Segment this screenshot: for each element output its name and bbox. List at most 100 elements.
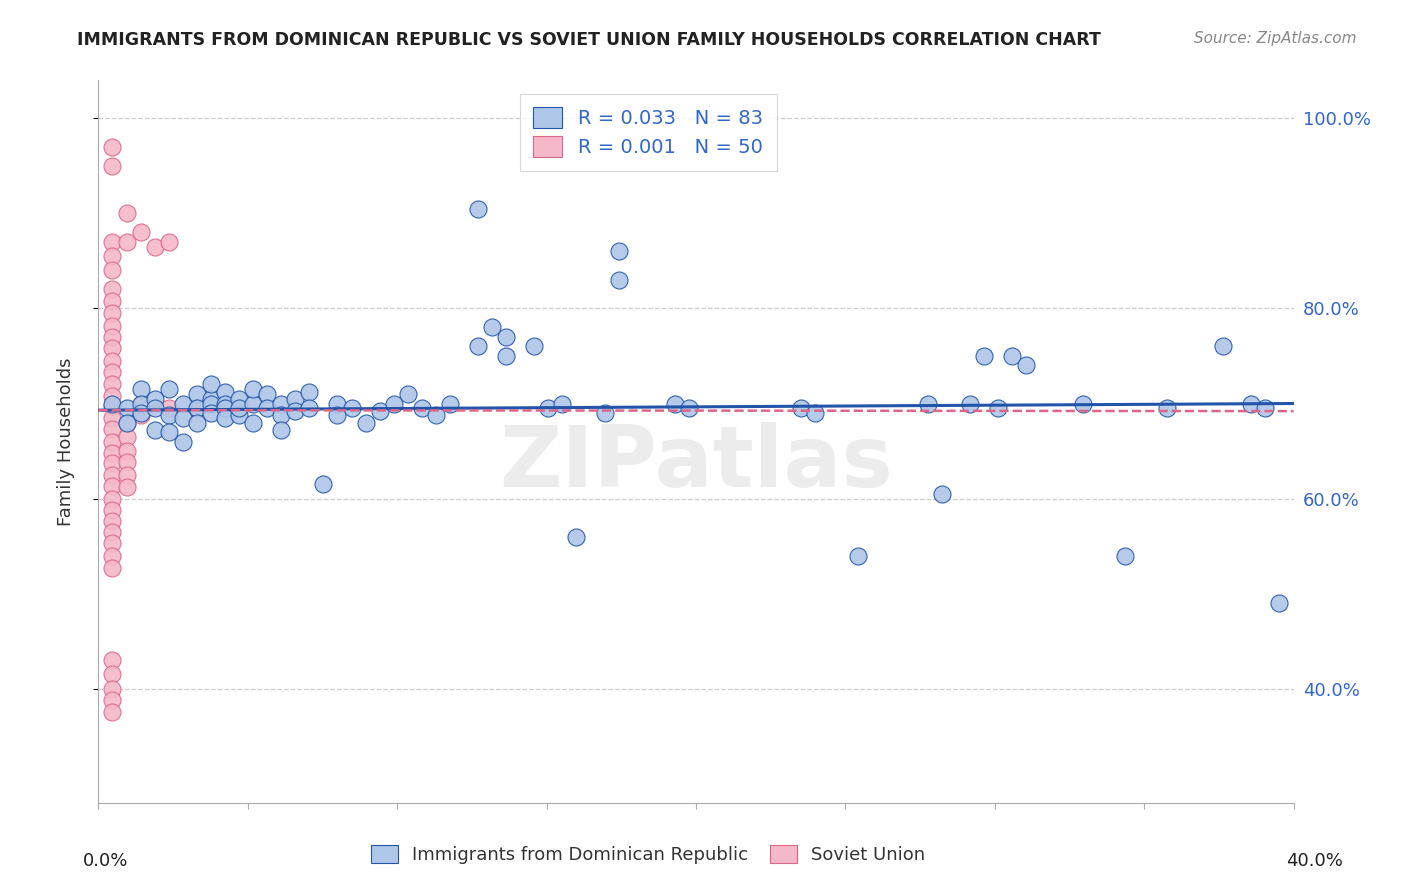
Point	[101, 693, 124, 707]
Point	[931, 487, 953, 501]
Point	[101, 282, 124, 296]
Point	[129, 396, 152, 410]
Point	[129, 406, 152, 420]
Point	[101, 249, 124, 263]
Point	[101, 503, 124, 517]
Point	[284, 404, 307, 418]
Point	[664, 396, 686, 410]
Point	[101, 306, 124, 320]
Point	[565, 530, 588, 544]
Point	[186, 416, 208, 430]
Text: Source: ZipAtlas.com: Source: ZipAtlas.com	[1194, 31, 1357, 46]
Point	[1268, 596, 1291, 610]
Point	[172, 410, 194, 425]
Point	[270, 423, 292, 437]
Point	[115, 480, 138, 494]
Point	[298, 385, 321, 400]
Point	[200, 377, 222, 392]
Point	[354, 416, 377, 430]
Point	[467, 339, 489, 353]
Point	[917, 396, 939, 410]
Point	[256, 387, 278, 401]
Point	[551, 396, 574, 410]
Point	[439, 396, 461, 410]
Point	[382, 396, 405, 410]
Point	[115, 235, 138, 249]
Point	[101, 667, 124, 681]
Point	[101, 400, 124, 414]
Point	[143, 423, 166, 437]
Point	[101, 353, 124, 368]
Point	[214, 385, 236, 400]
Point	[115, 416, 138, 430]
Point	[129, 396, 152, 410]
Point	[523, 339, 546, 353]
Point	[214, 410, 236, 425]
Point	[115, 455, 138, 469]
Point	[228, 392, 250, 406]
Point	[678, 401, 700, 416]
Point	[987, 401, 1010, 416]
Point	[1212, 339, 1234, 353]
Point	[101, 457, 124, 471]
Point	[101, 446, 124, 460]
Point	[270, 408, 292, 422]
Legend: Immigrants from Dominican Republic, Soviet Union: Immigrants from Dominican Republic, Sovi…	[361, 836, 935, 873]
Point	[115, 416, 138, 430]
Text: ZIPatlas: ZIPatlas	[499, 422, 893, 505]
Point	[467, 202, 489, 216]
Point	[312, 477, 335, 491]
Point	[846, 549, 869, 563]
Y-axis label: Family Households: Family Households	[56, 358, 75, 525]
Point	[607, 244, 630, 259]
Point	[270, 396, 292, 410]
Point	[129, 226, 152, 240]
Point	[129, 382, 152, 396]
Point	[242, 396, 264, 410]
Point	[101, 410, 124, 425]
Point	[242, 416, 264, 430]
Point	[101, 422, 124, 436]
Point	[101, 159, 124, 173]
Point	[186, 401, 208, 416]
Point	[326, 396, 349, 410]
Point	[214, 396, 236, 410]
Point	[411, 401, 433, 416]
Point	[973, 349, 995, 363]
Point	[200, 396, 222, 410]
Point	[172, 396, 194, 410]
Point	[495, 349, 517, 363]
Point	[101, 561, 124, 575]
Point	[115, 401, 138, 416]
Point	[115, 444, 138, 458]
Point	[101, 467, 124, 482]
Point	[101, 536, 124, 550]
Point	[101, 515, 124, 529]
Point	[101, 706, 124, 720]
Point	[959, 396, 981, 410]
Point	[495, 330, 517, 344]
Point	[1254, 401, 1277, 416]
Point	[228, 401, 250, 416]
Point	[101, 396, 124, 410]
Point	[101, 681, 124, 696]
Point	[101, 434, 124, 449]
Point	[101, 235, 124, 249]
Point	[143, 401, 166, 416]
Point	[157, 401, 180, 416]
Point	[143, 392, 166, 406]
Point	[200, 392, 222, 406]
Point	[157, 408, 180, 422]
Point	[101, 524, 124, 539]
Point	[172, 434, 194, 449]
Point	[340, 401, 363, 416]
Point	[396, 387, 419, 401]
Point	[425, 408, 447, 422]
Point	[1071, 396, 1094, 410]
Point	[157, 425, 180, 439]
Point	[101, 365, 124, 379]
Point	[368, 404, 391, 418]
Point	[101, 389, 124, 403]
Point	[186, 387, 208, 401]
Point	[101, 653, 124, 667]
